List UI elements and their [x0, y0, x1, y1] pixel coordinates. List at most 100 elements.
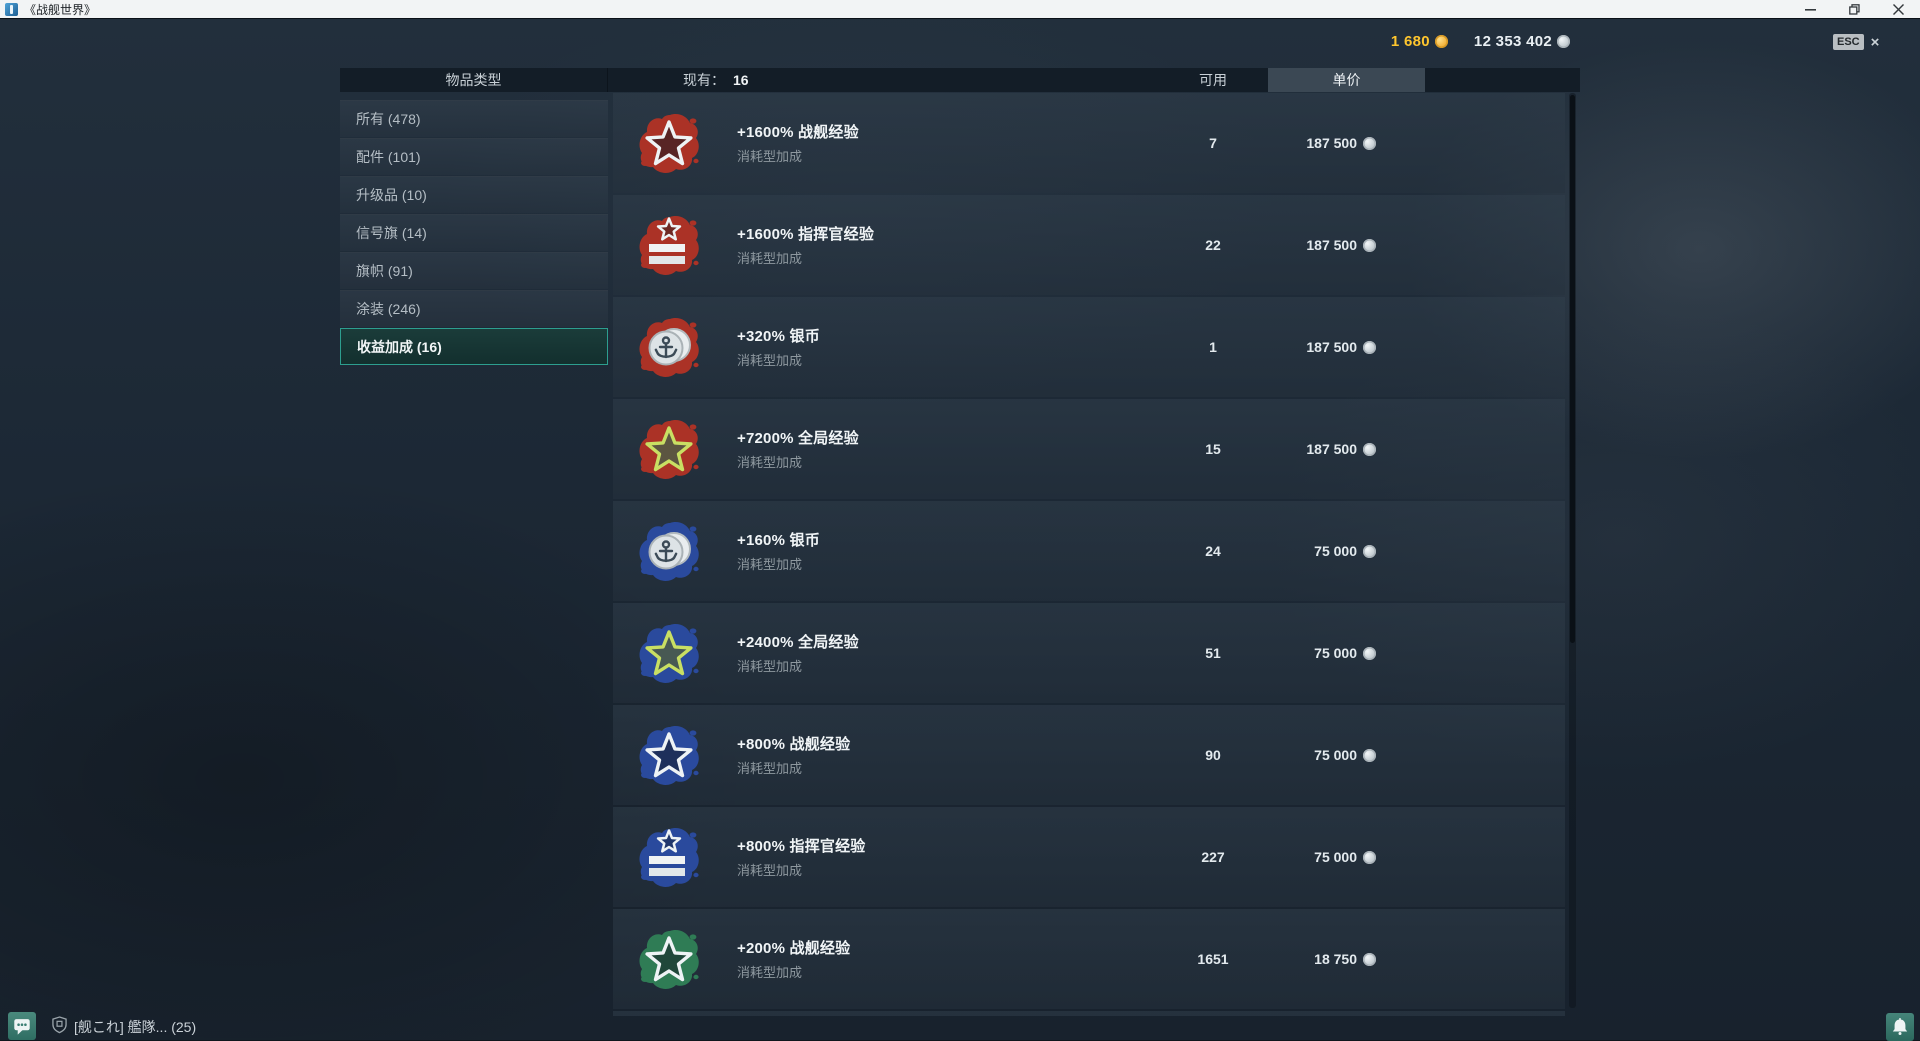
item-title: +1600% 战舰经验: [737, 124, 859, 141]
window-title: 《战舰世界》: [24, 2, 97, 17]
inventory-row-7[interactable]: +800% 指挥官经验 消耗型加成 227 75 000: [613, 807, 1565, 907]
chat-bubble-icon: [14, 1019, 30, 1035]
currency-bar: 1 680 12 353 402: [1391, 30, 1570, 52]
item-subtitle: 消耗型加成: [737, 557, 803, 572]
inventory-row-3[interactable]: +7200% 全局经验 消耗型加成 15 187 500: [613, 399, 1565, 499]
inventory-row-1[interactable]: +1600% 指挥官经验 消耗型加成 22 187 500: [613, 195, 1565, 295]
in-stock-value: 16: [733, 72, 749, 88]
inventory-row-6[interactable]: +800% 战舰经验 消耗型加成 90 75 000: [613, 705, 1565, 805]
item-title: +1600% 指挥官经验: [737, 226, 875, 243]
partial-next-row: [613, 1011, 1565, 1016]
item-price: 187 500: [1306, 339, 1376, 355]
sidebar-item-label: 旗帜 (91): [356, 263, 413, 279]
os-titlebar: 《战舰世界》: [0, 0, 1920, 19]
status-bar: [舰これ] 艦隊... (25): [0, 1012, 1920, 1041]
game-background: 1 680 12 353 402 ESC × 物品类型 现有： 16 可用 单价…: [0, 19, 1920, 1041]
sidebar-item-2[interactable]: 升级品 (10): [340, 176, 608, 213]
gold-amount: 1 680: [1390, 32, 1430, 50]
sort-unit-price-tab[interactable]: 单价: [1268, 68, 1425, 92]
column-item-type: 物品类型: [340, 68, 608, 92]
item-price-value: 75 000: [1314, 849, 1357, 865]
item-price-value: 75 000: [1314, 747, 1357, 763]
in-stock-label: 现有：: [683, 72, 725, 88]
item-price-value: 187 500: [1306, 135, 1357, 151]
item-price: 75 000: [1314, 849, 1376, 865]
sidebar-item-5[interactable]: 涂装 (246): [340, 290, 608, 327]
gold-balance: 1 680: [1391, 33, 1448, 50]
list-scrollbar[interactable]: [1569, 93, 1576, 1008]
credits-coin-icon: [1363, 238, 1376, 252]
item-price: 18 750: [1314, 951, 1376, 967]
sidebar-item-4[interactable]: 旗帜 (91): [340, 252, 608, 289]
item-subtitle: 消耗型加成: [737, 863, 803, 878]
item-subtitle: 消耗型加成: [737, 965, 803, 980]
credits-blue-icon: [637, 519, 701, 583]
credits-coin-icon: [1557, 34, 1570, 48]
item-price: 75 000: [1314, 543, 1376, 559]
esc-key-icon[interactable]: ESC: [1833, 34, 1864, 50]
inventory-list: +1600% 战舰经验 消耗型加成 7 187 500 +1600% 指挥官经验…: [613, 93, 1565, 1016]
minimize-button[interactable]: [1788, 0, 1832, 19]
sort-available-tab[interactable]: 可用: [1199, 72, 1227, 88]
ship-xp-blue-icon: [637, 723, 701, 787]
commander-xp-blue-icon: [637, 825, 701, 889]
close-panel-icon[interactable]: ×: [1870, 33, 1880, 51]
credits-amount: 12 353 402: [1473, 32, 1552, 50]
item-subtitle: 消耗型加成: [737, 251, 803, 266]
chat-channel-item[interactable]: [舰これ] 艦隊... (25): [74, 1019, 197, 1035]
credits-coin-icon: [1363, 646, 1376, 660]
item-quantity: 90: [1205, 747, 1221, 763]
credits-coin-icon: [1363, 748, 1376, 762]
scrollbar-thumb[interactable]: [1570, 95, 1575, 643]
item-subtitle: 消耗型加成: [737, 659, 803, 674]
sidebar-item-label: 所有 (478): [356, 111, 421, 127]
restore-button[interactable]: [1832, 0, 1876, 19]
item-price-value: 18 750: [1314, 951, 1357, 967]
commander-xp-red-icon: [637, 213, 701, 277]
item-price: 187 500: [1306, 237, 1376, 253]
item-price-value: 75 000: [1314, 543, 1357, 559]
item-subtitle: 消耗型加成: [737, 761, 803, 776]
notifications-button[interactable]: [1886, 1013, 1914, 1041]
sidebar-item-3[interactable]: 信号旗 (14): [340, 214, 608, 251]
inventory-row-0[interactable]: +1600% 战舰经验 消耗型加成 7 187 500: [613, 93, 1565, 193]
item-subtitle: 消耗型加成: [737, 455, 803, 470]
sidebar-item-label: 配件 (101): [356, 149, 421, 165]
credits-red-icon: [637, 315, 701, 379]
item-price-value: 187 500: [1306, 339, 1357, 355]
chat-button[interactable]: [8, 1012, 36, 1040]
credits-coin-icon: [1363, 544, 1376, 558]
item-price-value: 187 500: [1306, 441, 1357, 457]
in-stock-counter: 现有： 16: [683, 68, 749, 92]
sidebar-item-label: 涂装 (246): [356, 301, 421, 317]
item-price: 75 000: [1314, 645, 1376, 661]
esc-close-control[interactable]: ESC ×: [1833, 34, 1879, 50]
item-price: 187 500: [1306, 135, 1376, 151]
item-quantity: 1: [1209, 339, 1217, 355]
close-window-button[interactable]: [1876, 0, 1920, 19]
app-logo-icon: [5, 2, 18, 16]
sidebar-item-label: 升级品 (10): [356, 187, 427, 203]
credits-coin-icon: [1363, 340, 1376, 354]
inventory-row-8[interactable]: +200% 战舰经验 消耗型加成 1651 18 750: [613, 909, 1565, 1009]
item-title: +800% 指挥官经验: [737, 838, 866, 855]
inventory-rows: +1600% 战舰经验 消耗型加成 7 187 500 +1600% 指挥官经验…: [613, 93, 1565, 1009]
sidebar-item-1[interactable]: 配件 (101): [340, 138, 608, 175]
credits-coin-icon: [1363, 442, 1376, 456]
sidebar-item-6[interactable]: 收益加成 (16): [340, 328, 608, 365]
inventory-header: 物品类型 现有： 16 可用 单价: [340, 68, 1580, 92]
item-title: +2400% 全局经验: [737, 634, 859, 651]
credits-balance: 12 353 402: [1474, 33, 1570, 50]
inventory-row-5[interactable]: +2400% 全局经验 消耗型加成 51 75 000: [613, 603, 1565, 703]
item-quantity: 24: [1205, 543, 1221, 559]
item-quantity: 227: [1201, 849, 1225, 865]
sidebar-item-label: 信号旗 (14): [356, 225, 427, 241]
inventory-row-4[interactable]: +160% 银币 消耗型加成 24 75 000: [613, 501, 1565, 601]
item-quantity: 15: [1205, 441, 1221, 457]
gold-coin-icon: [1434, 34, 1448, 48]
inventory-row-2[interactable]: +320% 银币 消耗型加成 1 187 500: [613, 297, 1565, 397]
item-quantity: 7: [1209, 135, 1217, 151]
item-title: +200% 战舰经验: [737, 940, 851, 957]
sidebar-item-0[interactable]: 所有 (478): [340, 100, 608, 137]
credits-coin-icon: [1363, 850, 1376, 864]
